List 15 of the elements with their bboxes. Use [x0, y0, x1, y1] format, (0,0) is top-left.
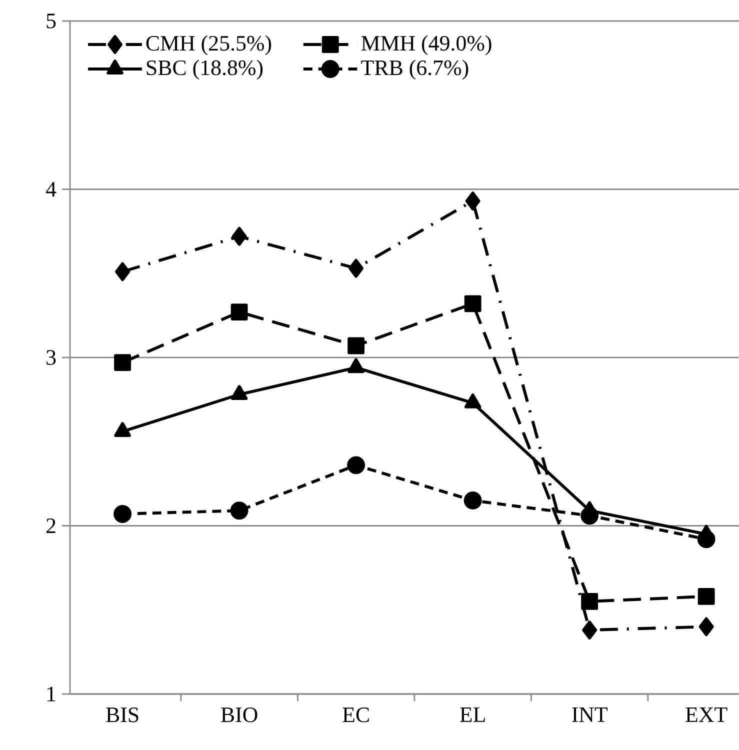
- x-tick-label: INT: [572, 707, 608, 722]
- legend-label: MMH (49.0%): [361, 35, 492, 56]
- legend-label: TRB (6.7%): [361, 60, 468, 80]
- x-tick-label: EL: [460, 707, 485, 722]
- x-tick-label: BIO: [221, 707, 258, 722]
- x-tick-label: EXT: [686, 707, 728, 722]
- y-tick-label: 2: [46, 518, 56, 534]
- y-tick-label: 3: [46, 350, 56, 365]
- y-tick-label: 1: [47, 686, 56, 702]
- x-tick-label: EC: [342, 707, 369, 722]
- y-tick-label: 4: [46, 182, 56, 196]
- legend-label: CMH (25.5%): [146, 35, 272, 56]
- y-tick-label: 5: [46, 14, 56, 28]
- x-tick-label: BIS: [106, 707, 138, 722]
- legend-label: SBC (18.8%): [146, 60, 263, 80]
